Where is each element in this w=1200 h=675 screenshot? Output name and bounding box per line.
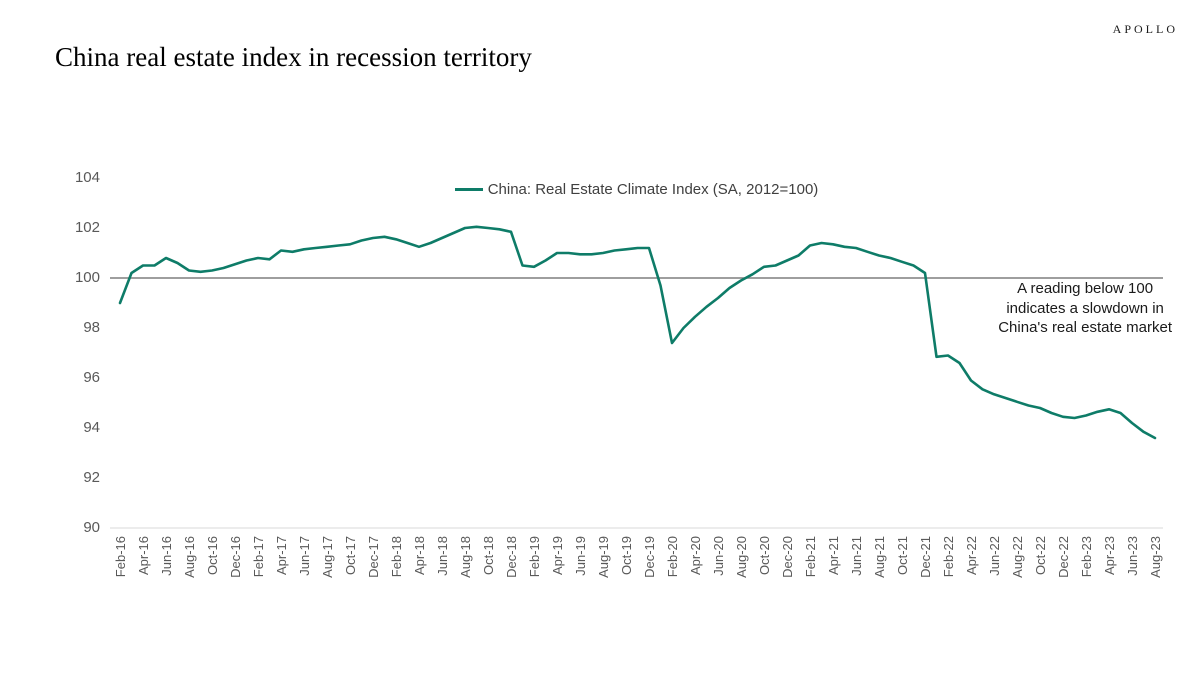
x-tick-label: Apr-21 xyxy=(825,536,841,576)
x-tick-label: Dec-22 xyxy=(1055,536,1071,578)
x-tick-label: Jun-23 xyxy=(1124,536,1140,576)
x-tick-label: Aug-18 xyxy=(457,536,473,578)
x-axis: Feb-16 Apr-16 Jun-16 Aug-16 Oct-16 Dec-16 Feb-… xyxy=(110,532,1163,602)
x-tick-label: Feb-16 xyxy=(112,536,128,578)
x-tick-label: Apr-22 xyxy=(963,536,979,576)
x-tick-label: Oct-18 xyxy=(480,536,496,576)
x-tick-label: Aug-22 xyxy=(1009,536,1025,578)
x-tick-label: Dec-16 xyxy=(227,536,243,578)
y-tick-label: 96 xyxy=(83,369,100,386)
annotation-line-1: A reading below 100 xyxy=(1017,280,1154,297)
x-tick-label: Jun-16 xyxy=(158,536,174,576)
x-tick-label: Aug-23 xyxy=(1147,536,1163,578)
x-tick-label: Feb-17 xyxy=(250,536,266,578)
x-tick-label: Oct-17 xyxy=(342,536,358,576)
annotation-line-2: indicates a slowdown in xyxy=(1006,299,1164,317)
y-tick-label: 92 xyxy=(83,469,100,486)
x-tick-label: Feb-20 xyxy=(664,536,680,578)
x-tick-label: Dec-18 xyxy=(503,536,519,578)
x-tick-label: Aug-17 xyxy=(319,536,335,578)
y-tick-label: 98 xyxy=(83,319,100,336)
x-tick-label: Jun-19 xyxy=(572,536,588,576)
y-tick-label: 102 xyxy=(74,219,100,236)
x-tick-label: Apr-16 xyxy=(135,536,151,576)
x-tick-label: Feb-21 xyxy=(802,536,818,578)
x-tick-label: Apr-17 xyxy=(273,536,289,576)
x-tick-label: Oct-21 xyxy=(894,536,910,576)
x-tick-label: Oct-16 xyxy=(204,536,220,576)
y-tick-label: 90 xyxy=(83,519,100,536)
x-tick-label: Jun-17 xyxy=(296,536,312,576)
reference-annotation: A reading below 100 indicates a slowdown… xyxy=(998,279,1172,338)
x-tick-label: Dec-19 xyxy=(641,536,657,578)
apollo-logo: APOLLO xyxy=(1112,22,1178,36)
x-tick-label: Feb-22 xyxy=(940,536,956,578)
x-tick-label: Feb-19 xyxy=(526,536,542,578)
x-tick-label: Dec-17 xyxy=(365,536,381,578)
y-tick-label: 100 xyxy=(74,269,100,286)
x-tick-label: Aug-16 xyxy=(181,536,197,578)
x-tick-label: Oct-22 xyxy=(1032,536,1048,576)
x-tick-label: Jun-20 xyxy=(710,536,726,576)
x-tick-label: Apr-23 xyxy=(1101,536,1117,576)
x-tick-label: Oct-20 xyxy=(756,536,772,576)
page-title: China real estate index in recession ter… xyxy=(55,42,532,72)
x-tick-label: Feb-18 xyxy=(388,536,404,578)
x-tick-label: Aug-19 xyxy=(595,536,611,578)
x-tick-label: Jun-21 xyxy=(848,536,864,576)
chart-plot-area xyxy=(110,168,1163,530)
x-tick-label: Apr-18 xyxy=(411,536,427,576)
x-tick-label: Oct-19 xyxy=(618,536,634,576)
y-axis: 104 102 100 98 96 94 92 90 xyxy=(0,168,100,536)
x-tick-label: Feb-23 xyxy=(1078,536,1094,578)
x-tick-label: Apr-19 xyxy=(549,536,565,576)
annotation-line-3: China's real estate market xyxy=(998,319,1172,336)
x-tick-label: Dec-21 xyxy=(917,536,933,578)
x-tick-label: Aug-21 xyxy=(871,536,887,578)
x-tick-label: Dec-20 xyxy=(779,536,795,578)
x-tick-label: Apr-20 xyxy=(687,536,703,576)
y-tick-label: 104 xyxy=(74,169,100,186)
x-tick-label: Jun-18 xyxy=(434,536,450,576)
series-line xyxy=(118,225,1157,440)
x-tick-label: Aug-20 xyxy=(733,536,749,578)
y-tick-label: 94 xyxy=(83,419,100,436)
x-tick-label: Jun-22 xyxy=(986,536,1002,576)
